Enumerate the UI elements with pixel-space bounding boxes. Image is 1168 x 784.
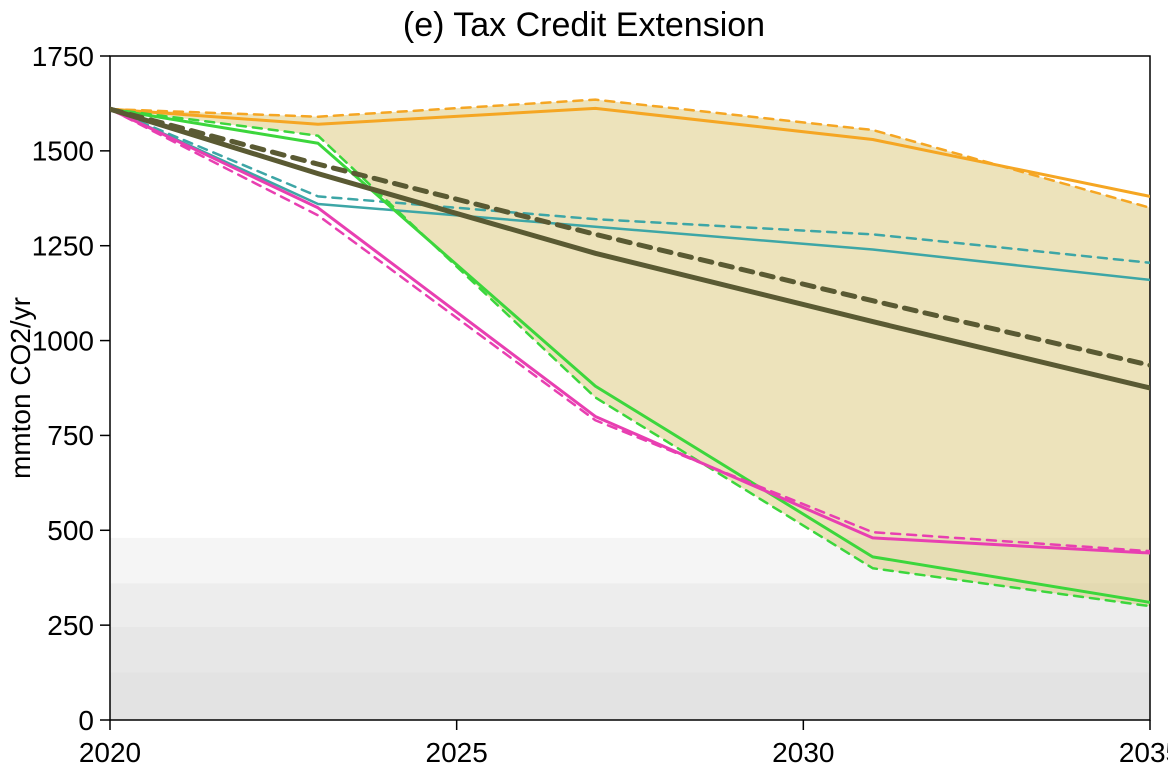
chart-svg: 2020 2025 2030 2035 0 250 500 750 1000 1250 1500 17… xyxy=(0,0,1168,784)
reference-band xyxy=(110,673,1150,720)
y-tick-label: 1500 xyxy=(32,136,94,167)
chart-container: (e) Tax Credit Extension 202020252030203… xyxy=(0,0,1168,784)
y-axis-label: mmton CO2/yr xyxy=(5,297,36,479)
y-tick-label: 1000 xyxy=(32,325,94,356)
x-tick-label: 2020 xyxy=(79,737,141,768)
y-tick-label: 0 xyxy=(78,705,94,736)
y-tick-label: 750 xyxy=(47,420,94,451)
x-tick-label: 2025 xyxy=(426,737,488,768)
y-tick-label: 1250 xyxy=(32,231,94,262)
y-tick-label: 250 xyxy=(47,610,94,641)
y-tick-label: 500 xyxy=(47,515,94,546)
x-tick-label: 2035 xyxy=(1119,737,1168,768)
x-tick-label: 2030 xyxy=(772,737,834,768)
y-tick-label: 1750 xyxy=(32,41,94,72)
